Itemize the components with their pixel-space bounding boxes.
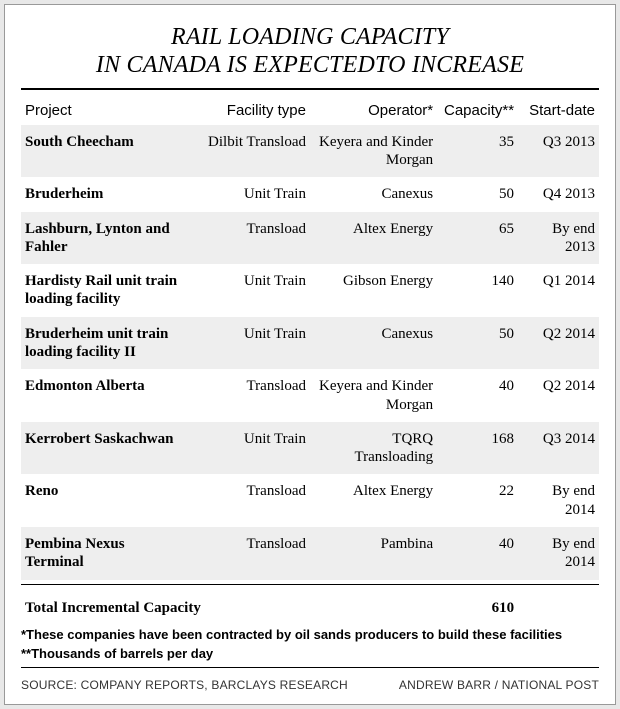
title-line-1: RAIL LOADING CAPACITY: [171, 24, 449, 50]
cell-start-date: Q2 2014: [518, 369, 599, 422]
cell-project: Hardisty Rail unit train loading facilit…: [21, 264, 183, 317]
cell-capacity: 40: [437, 369, 518, 422]
cell-operator: Altex Energy: [310, 212, 437, 265]
cell-start-date: Q4 2013: [518, 177, 599, 211]
cell-facility-type: Transload: [183, 212, 310, 265]
cell-operator: Canexus: [310, 177, 437, 211]
table-body: South CheechamDilbit TransloadKeyera and…: [21, 125, 599, 580]
table-row: Bruderheim unit train loading facility I…: [21, 317, 599, 370]
table-row: Lashburn, Lynton and FahlerTransloadAlte…: [21, 212, 599, 265]
cell-project: Kerrobert Saskachwan: [21, 422, 183, 475]
cell-capacity: 50: [437, 177, 518, 211]
cell-project: Lashburn, Lynton and Fahler: [21, 212, 183, 265]
cell-start-date: By end 2014: [518, 527, 599, 580]
cell-operator: Gibson Energy: [310, 264, 437, 317]
total-value: 610: [437, 591, 518, 625]
cell-facility-type: Dilbit Transload: [183, 125, 310, 178]
cell-start-date: Q3 2013: [518, 125, 599, 178]
cell-operator: TQRQ Transloading: [310, 422, 437, 475]
source-left: SOURCE: COMPANY REPORTS, BARCLAYS RESEAR…: [21, 678, 348, 692]
source-right: ANDREW BARR / NATIONAL POST: [399, 678, 599, 692]
cell-facility-type: Unit Train: [183, 177, 310, 211]
cell-start-date: By end 2013: [518, 212, 599, 265]
cell-operator: Altex Energy: [310, 474, 437, 527]
cell-operator: Canexus: [310, 317, 437, 370]
cell-project: Pembina Nexus Terminal: [21, 527, 183, 580]
col-project: Project: [21, 96, 183, 125]
table-row: RenoTransloadAltex Energy22By end 2014: [21, 474, 599, 527]
cell-facility-type: Unit Train: [183, 264, 310, 317]
rule-bottom: [21, 667, 599, 668]
col-facility-type: Facility type: [183, 96, 310, 125]
cell-facility-type: Transload: [183, 474, 310, 527]
rule-before-total: [21, 584, 599, 585]
table-row: Kerrobert SaskachwanUnit TrainTQRQ Trans…: [21, 422, 599, 475]
cell-capacity: 65: [437, 212, 518, 265]
table-row: Hardisty Rail unit train loading facilit…: [21, 264, 599, 317]
col-operator: Operator*: [310, 96, 437, 125]
cell-project: Reno: [21, 474, 183, 527]
cell-project: Bruderheim: [21, 177, 183, 211]
footnote-1: *These companies have been contracted by…: [21, 627, 599, 644]
total-table: Total Incremental Capacity 610: [21, 591, 599, 625]
col-capacity: Capacity**: [437, 96, 518, 125]
cell-capacity: 140: [437, 264, 518, 317]
total-blank: [518, 591, 599, 625]
table-row: BruderheimUnit TrainCanexus50Q4 2013: [21, 177, 599, 211]
cell-facility-type: Transload: [183, 369, 310, 422]
cell-start-date: Q1 2014: [518, 264, 599, 317]
table-row: Pembina Nexus TerminalTransloadPambina40…: [21, 527, 599, 580]
cell-start-date: By end 2014: [518, 474, 599, 527]
cell-capacity: 22: [437, 474, 518, 527]
cell-capacity: 40: [437, 527, 518, 580]
cell-facility-type: Unit Train: [183, 422, 310, 475]
total-label: Total Incremental Capacity: [21, 591, 437, 625]
footnote-2: **Thousands of barrels per day: [21, 646, 599, 663]
cell-capacity: 168: [437, 422, 518, 475]
cell-project: South Cheecham: [21, 125, 183, 178]
capacity-table: Project Facility type Operator* Capacity…: [21, 96, 599, 580]
cell-project: Edmonton Alberta: [21, 369, 183, 422]
cell-operator: Pambina: [310, 527, 437, 580]
rule-top: [21, 88, 599, 90]
table-row: Edmonton AlbertaTransloadKeyera and Kind…: [21, 369, 599, 422]
cell-facility-type: Unit Train: [183, 317, 310, 370]
cell-operator: Keyera and Kinder Morgan: [310, 125, 437, 178]
source-line: SOURCE: COMPANY REPORTS, BARCLAYS RESEAR…: [21, 678, 599, 692]
cell-start-date: Q3 2014: [518, 422, 599, 475]
col-start-date: Start-date: [518, 96, 599, 125]
cell-facility-type: Transload: [183, 527, 310, 580]
infographic-frame: RAIL LOADING CAPACITY IN CANADA IS EXPEC…: [4, 4, 616, 705]
cell-start-date: Q2 2014: [518, 317, 599, 370]
table-header-row: Project Facility type Operator* Capacity…: [21, 96, 599, 125]
total-row: Total Incremental Capacity 610: [21, 591, 599, 625]
cell-operator: Keyera and Kinder Morgan: [310, 369, 437, 422]
title: RAIL LOADING CAPACITY IN CANADA IS EXPEC…: [21, 23, 599, 80]
cell-capacity: 35: [437, 125, 518, 178]
cell-project: Bruderheim unit train loading facility I…: [21, 317, 183, 370]
cell-capacity: 50: [437, 317, 518, 370]
title-line-2: IN CANADA IS EXPECTEDTO INCREASE: [96, 52, 524, 78]
table-row: South CheechamDilbit TransloadKeyera and…: [21, 125, 599, 178]
